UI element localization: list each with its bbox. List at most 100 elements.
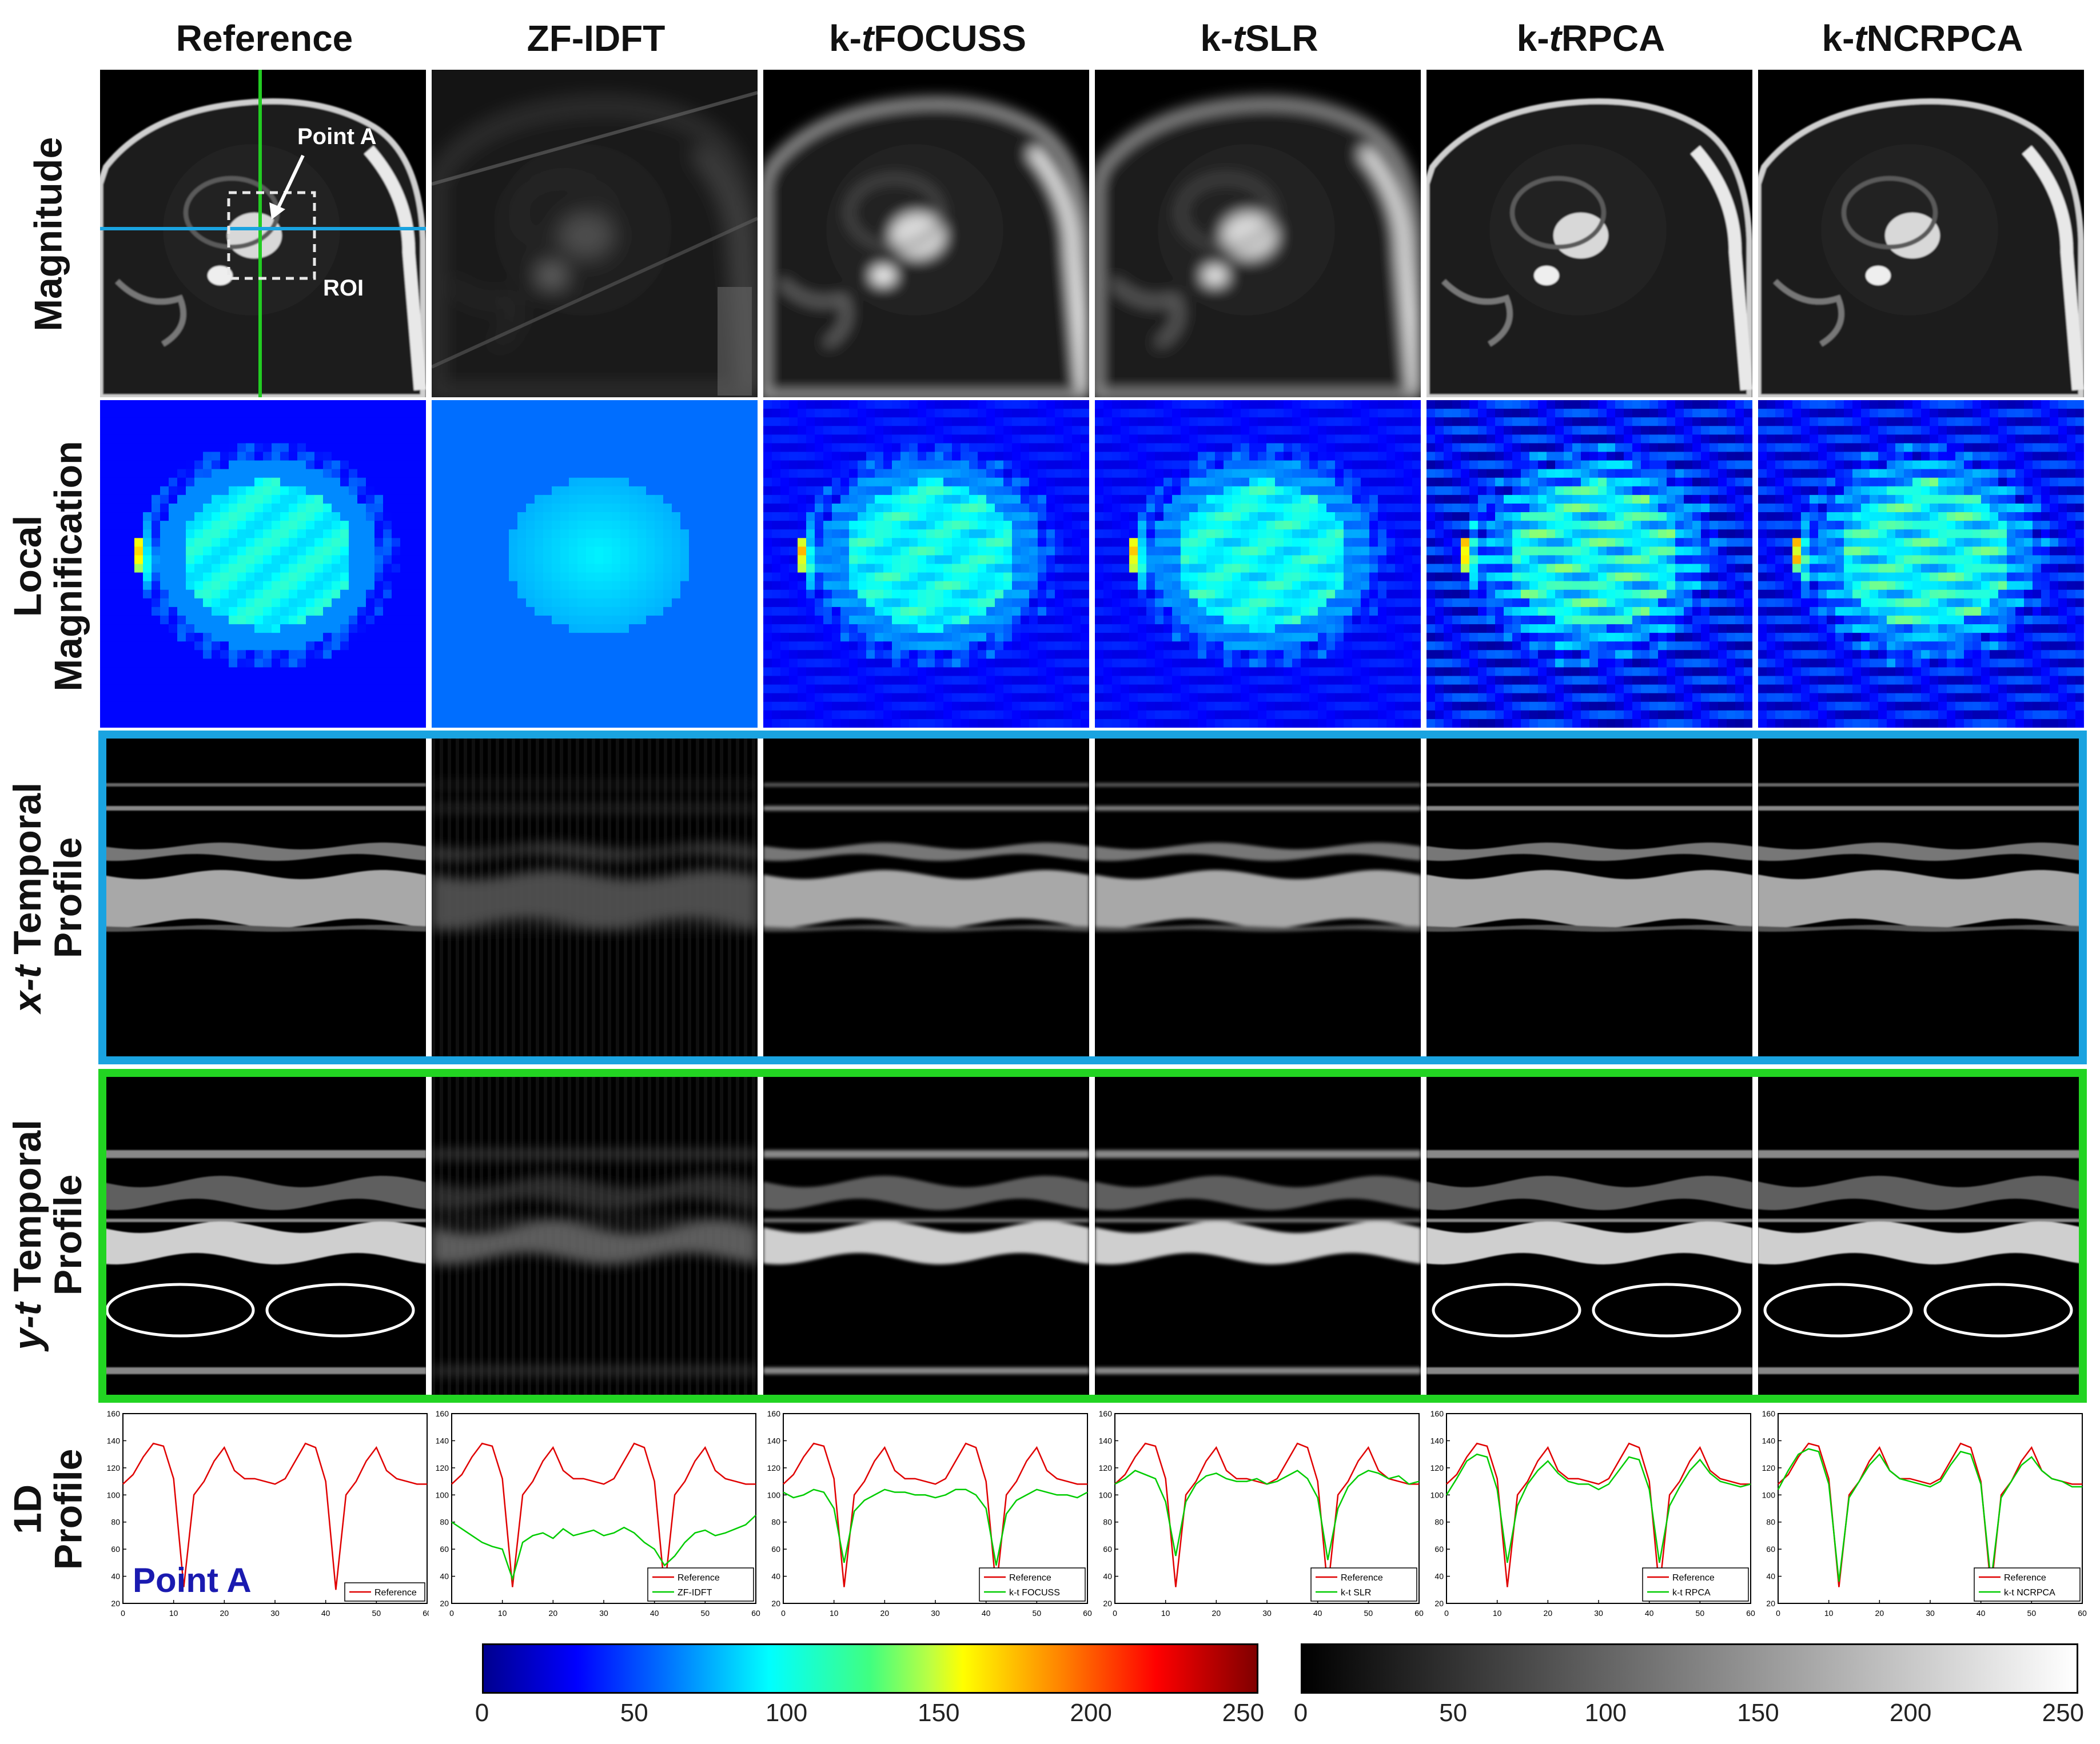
y-tick-label: 160 <box>767 1409 781 1418</box>
local-magnification-kt-rpca <box>1426 400 1752 728</box>
y-tick-label: 80 <box>111 1518 120 1527</box>
legend: Reference ZF-IDFT <box>647 1567 754 1602</box>
legend-entry: k-t RPCA <box>1672 1588 1711 1598</box>
profile-plot-reference: 0 10 20 30 40 50 60 20 40 60 80 100 120 140 160 Referen… <box>100 1409 432 1626</box>
column-title-zf-idft: ZF-IDFT <box>527 18 666 59</box>
y-tick-label: 100 <box>107 1490 121 1499</box>
series-line-kt-focuss <box>783 1488 1088 1566</box>
legend-entry: ZF-IDFT <box>678 1588 712 1598</box>
y-tick-label: 20 <box>1434 1599 1444 1608</box>
magnitude-image-kt-ncrpca <box>1758 70 2084 397</box>
y-tick-label: 80 <box>1766 1518 1775 1527</box>
local-magnification-kt-ncrpca <box>1758 400 2084 728</box>
profile-plot-kt-slr: 0 10 20 30 40 50 60 20 40 60 80 100 120 140 160 Referen… <box>1092 1409 1424 1626</box>
y-tick-label: 120 <box>107 1463 121 1472</box>
y-tick-label: 160 <box>1099 1409 1113 1418</box>
legend-entry: k-t SLR <box>1341 1588 1371 1598</box>
x-tick-label: 60 <box>751 1609 760 1618</box>
y-tick-label: 40 <box>1766 1572 1775 1581</box>
row-label-1d-profile: 1D Profile <box>6 1448 91 1570</box>
gray-colorbar-tick: 0 <box>1293 1699 1308 1727</box>
row-label-xt-temporal-profile: x-t Temporal Profile <box>6 782 90 1013</box>
y-tick-label: 20 <box>1103 1599 1112 1608</box>
x-tick-label: 10 <box>169 1609 178 1618</box>
x-tick-label: 30 <box>1594 1609 1603 1618</box>
jet-colorbar-tick: 200 <box>1070 1699 1112 1727</box>
y-tick-label: 60 <box>1766 1545 1775 1554</box>
legend-entry: Reference <box>1341 1573 1383 1583</box>
y-tick-label: 20 <box>771 1599 780 1608</box>
x-tick-label: 40 <box>321 1609 330 1618</box>
legend-entry: Reference <box>374 1588 417 1598</box>
series-line-reference <box>451 1442 756 1590</box>
highlight-ellipse <box>1432 1283 1581 1338</box>
highlight-ellipse <box>105 1283 255 1338</box>
yt-profile-zf-idft <box>432 1076 758 1399</box>
x-tick-label: 30 <box>1262 1609 1272 1618</box>
legend: Reference k-t FOCUSS <box>979 1567 1086 1602</box>
y-tick-label: 60 <box>111 1545 120 1554</box>
y-tick-label: 140 <box>436 1436 449 1445</box>
point-a-label: Point A <box>297 124 377 149</box>
x-tick-label: 10 <box>1824 1609 1834 1618</box>
y-tick-label: 160 <box>107 1409 121 1418</box>
x-tick-label: 40 <box>1645 1609 1654 1618</box>
jet-colorbar-tick: 100 <box>765 1699 808 1727</box>
x-tick-label: 20 <box>1212 1609 1221 1618</box>
y-tick-label: 80 <box>1434 1518 1444 1527</box>
row-label-magnitude: Magnitude <box>26 137 70 332</box>
x-tick-label: 50 <box>2027 1609 2037 1618</box>
xt-profile-kt-rpca <box>1426 737 1752 1060</box>
magnitude-image-kt-rpca <box>1426 70 1752 397</box>
y-tick-label: 160 <box>1430 1409 1444 1418</box>
y-tick-label: 40 <box>1103 1572 1112 1581</box>
local-magnification-reference <box>100 400 426 728</box>
roi-label: ROI <box>323 276 364 301</box>
point-a-plot-label: Point A <box>133 1561 252 1599</box>
x-tick-label: 20 <box>549 1609 558 1618</box>
x-tick-label: 60 <box>1083 1609 1092 1618</box>
magnitude-image-zf-idft <box>432 70 758 397</box>
y-tick-label: 120 <box>436 1463 449 1472</box>
legend-entry: k-t NCRPCA <box>2004 1588 2055 1598</box>
y-tick-label: 60 <box>771 1545 780 1554</box>
y-tick-label: 100 <box>1762 1490 1776 1499</box>
local-magnification-kt-focuss <box>763 400 1089 728</box>
profile-plot-kt-ncrpca: 0 10 20 30 40 50 60 20 40 60 80 100 120 140 160 Referen… <box>1755 1409 2087 1626</box>
x-tick-label: 20 <box>880 1609 890 1618</box>
highlight-ellipse <box>265 1283 415 1338</box>
series-line-reference <box>783 1442 1087 1590</box>
legend: Reference k-t RPCA <box>1642 1567 1749 1602</box>
x-tick-label: 30 <box>599 1609 608 1618</box>
highlight-ellipse <box>1592 1283 1742 1338</box>
x-tick-label: 60 <box>1746 1609 1755 1618</box>
series-line-reference <box>122 1442 427 1590</box>
x-tick-label: 60 <box>1414 1609 1424 1618</box>
x-tick-label: 30 <box>270 1609 280 1618</box>
y-tick-label: 140 <box>767 1436 781 1445</box>
xt-profile-kt-focuss <box>763 737 1089 1060</box>
legend: Reference <box>344 1582 425 1602</box>
magnitude-image-kt-slr <box>1095 70 1421 397</box>
column-title-kt-ncrpca: k-t NCRPCA <box>1822 18 2023 59</box>
x-tick-label: 50 <box>1033 1609 1042 1618</box>
local-magnification-zf-idft <box>432 400 758 728</box>
y-tick-label: 80 <box>771 1518 780 1527</box>
xt-profile-zf-idft <box>432 737 758 1060</box>
column-title-kt-rpca: k-t RPCA <box>1516 18 1665 59</box>
y-tick-label: 60 <box>1434 1545 1444 1554</box>
y-tick-label: 120 <box>767 1463 781 1472</box>
x-tick-label: 40 <box>982 1609 991 1618</box>
y-tick-label: 140 <box>1430 1436 1444 1445</box>
profile-plot-kt-rpca: 0 10 20 30 40 50 60 20 40 60 80 100 120 140 160 Referen… <box>1424 1409 1755 1626</box>
column-title-kt-slr: k-t SLR <box>1200 18 1318 59</box>
column-title-reference: Reference <box>176 18 353 59</box>
x-tick-label: 0 <box>1113 1609 1117 1618</box>
x-tick-label: 50 <box>1696 1609 1705 1618</box>
y-tick-label: 140 <box>107 1436 121 1445</box>
yt-profile-kt-ncrpca <box>1758 1076 2084 1399</box>
x-tick-label: 30 <box>931 1609 940 1618</box>
xt-profile-kt-ncrpca <box>1758 737 2084 1060</box>
x-tick-label: 50 <box>372 1609 381 1618</box>
y-tick-label: 40 <box>771 1572 780 1581</box>
